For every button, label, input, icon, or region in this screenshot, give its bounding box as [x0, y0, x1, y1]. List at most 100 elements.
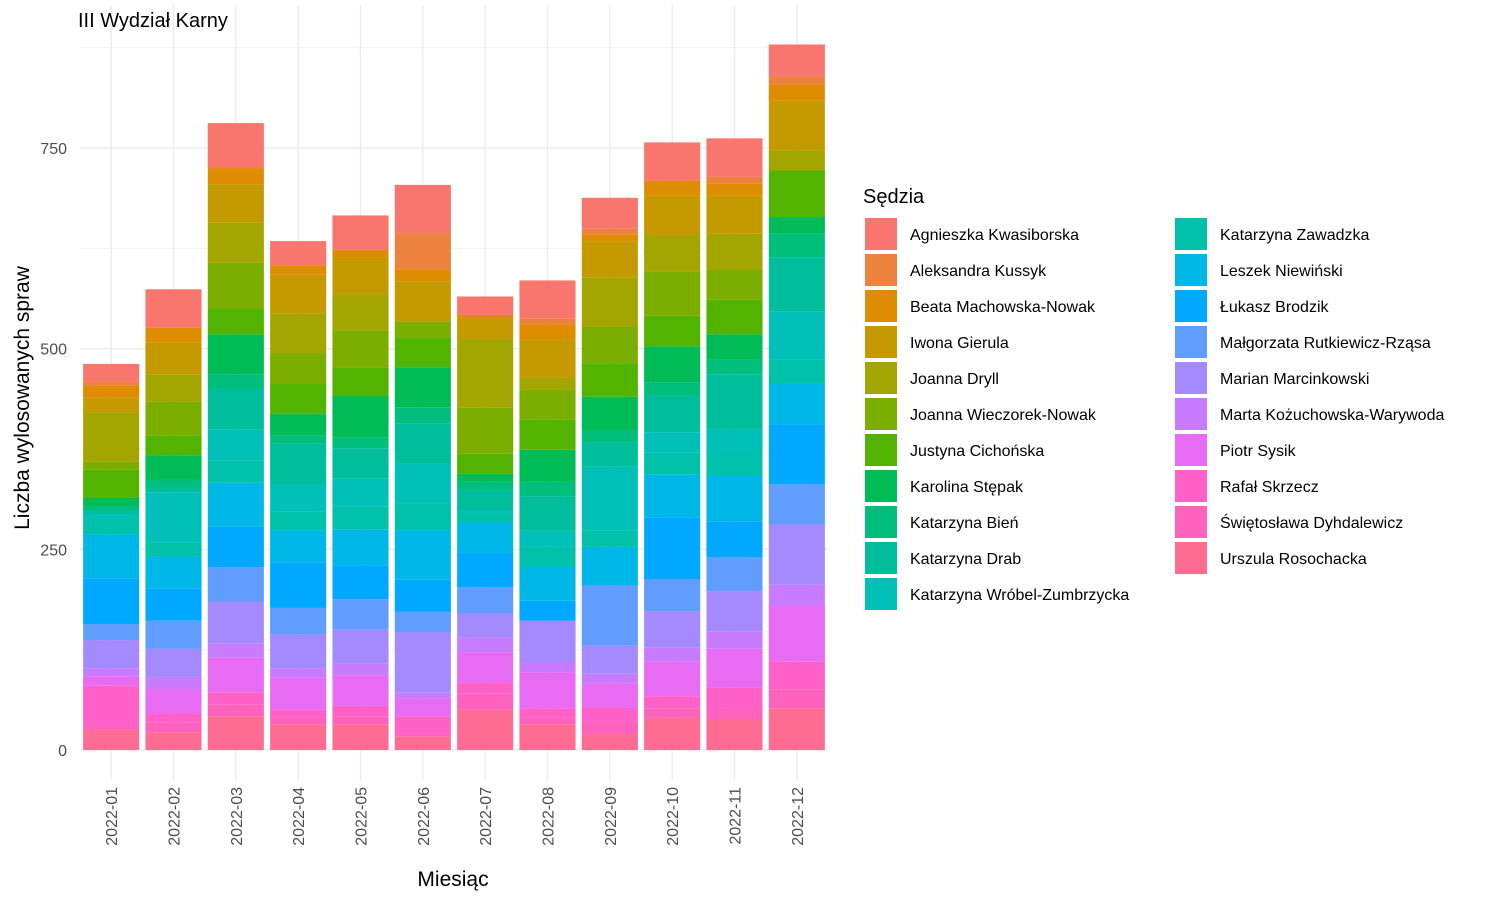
- bar-segment: [644, 452, 701, 475]
- legend-label: Aleksandra Kussyk: [910, 263, 1047, 280]
- bar-segment: [394, 733, 451, 737]
- bar-segment: [581, 466, 638, 531]
- bar-segment: [270, 274, 327, 314]
- bar-segment: [83, 381, 140, 386]
- bar-segment: [644, 396, 701, 433]
- bar-segment: [207, 334, 264, 375]
- bar-segment: [768, 257, 825, 312]
- bar-segment: [519, 481, 576, 497]
- bar-segment: [145, 732, 202, 750]
- bar-segment: [394, 407, 451, 424]
- bar-segment: [768, 233, 825, 258]
- bar-segment: [270, 530, 327, 563]
- bar-segment: [768, 359, 825, 384]
- bar-segment: [519, 717, 576, 725]
- x-tick-label: 2022-12: [790, 787, 807, 846]
- bar-segment: [644, 517, 701, 580]
- legend-label: Łukasz Brodzik: [1220, 299, 1329, 316]
- legend-key: [865, 218, 897, 250]
- bar-segment: [644, 346, 701, 383]
- bar-segment: [581, 721, 638, 734]
- bar-segment: [706, 719, 763, 750]
- bar-segment: [706, 557, 763, 592]
- bar-segment: [706, 233, 763, 271]
- bar-segment: [706, 195, 763, 234]
- legend-label: Beata Machowska-Nowak: [910, 299, 1096, 316]
- bar-segment: [332, 478, 389, 507]
- bar-segment: [270, 383, 327, 414]
- bar-segment: [145, 676, 202, 689]
- legend-key: [865, 398, 897, 430]
- bars-layer: [83, 44, 825, 750]
- legend-key: [1175, 254, 1207, 286]
- bar-segment: [581, 277, 638, 327]
- bar-segment: [706, 374, 763, 429]
- legend-label: Marta Kożuchowska-Warywoda: [1220, 407, 1444, 424]
- bar-segment: [706, 270, 763, 300]
- bar-segment: [394, 337, 451, 368]
- bar-segment: [332, 705, 389, 717]
- bar-segment: [457, 296, 514, 315]
- bar-segment: [270, 717, 327, 725]
- bar-segment: [394, 269, 451, 282]
- bar-segment: [145, 620, 202, 649]
- bar-segment: [394, 463, 451, 504]
- bar-segment: [706, 648, 763, 688]
- bar-segment: [519, 600, 576, 621]
- bar-segment: [145, 289, 202, 328]
- bar-segment: [457, 407, 514, 454]
- legend-label: Katarzyna Zawadzka: [1220, 227, 1370, 244]
- legend-label: Świętosława Dyhdalewicz: [1220, 513, 1403, 532]
- bar-segment: [519, 566, 576, 601]
- bar-segment: [768, 217, 825, 234]
- bar-segment: [394, 736, 451, 750]
- bar-segment: [457, 587, 514, 614]
- bar-segment: [332, 396, 389, 438]
- y-tick-label: 750: [40, 141, 67, 158]
- bar-segment: [706, 334, 763, 360]
- x-tick-label: 2022-04: [291, 787, 308, 846]
- bar-segment: [519, 620, 576, 663]
- bar-segment: [332, 629, 389, 664]
- bar-segment: [519, 318, 576, 325]
- bar-segment: [519, 389, 576, 420]
- legend-key: [865, 470, 897, 502]
- legend-label: Katarzyna Bień: [910, 515, 1019, 532]
- bar-segment: [581, 585, 638, 646]
- bar-segment: [581, 234, 638, 242]
- bar-segment: [332, 215, 389, 250]
- bar-segment: [83, 505, 140, 511]
- x-tick-label: 2022-08: [541, 787, 558, 846]
- bar-segment: [83, 685, 140, 728]
- bar-segment: [270, 668, 327, 678]
- bar-segment: [457, 613, 514, 638]
- bar-segment: [519, 530, 576, 547]
- bar-segment: [207, 601, 264, 644]
- bar-segment: [519, 708, 576, 718]
- bar-segment: [145, 542, 202, 557]
- x-tick-label: 2022-09: [603, 787, 620, 846]
- bar-segment: [644, 696, 701, 709]
- bar-segment: [644, 195, 701, 236]
- legend-key: [1175, 290, 1207, 322]
- legend-key: [1175, 362, 1207, 394]
- legend-key: [865, 290, 897, 322]
- bar-segment: [768, 383, 825, 425]
- x-tick-label: 2022-11: [728, 787, 745, 845]
- legend-key: [1175, 218, 1207, 250]
- legend-key: [865, 434, 897, 466]
- legend-key: [865, 578, 897, 610]
- legend-label: Agnieszka Kwasiborska: [910, 227, 1079, 244]
- bar-segment: [83, 412, 140, 462]
- bar-segment: [83, 461, 140, 470]
- bar-segment: [644, 717, 701, 750]
- legend-label: Marian Marcinkowski: [1220, 371, 1369, 388]
- bar-segment: [83, 676, 140, 686]
- bar-segment: [145, 492, 202, 543]
- legend-key: [1175, 470, 1207, 502]
- bar-segment: [207, 482, 264, 527]
- bar-segment: [332, 663, 389, 676]
- bar-segment: [768, 150, 825, 171]
- bar-segment: [768, 661, 825, 690]
